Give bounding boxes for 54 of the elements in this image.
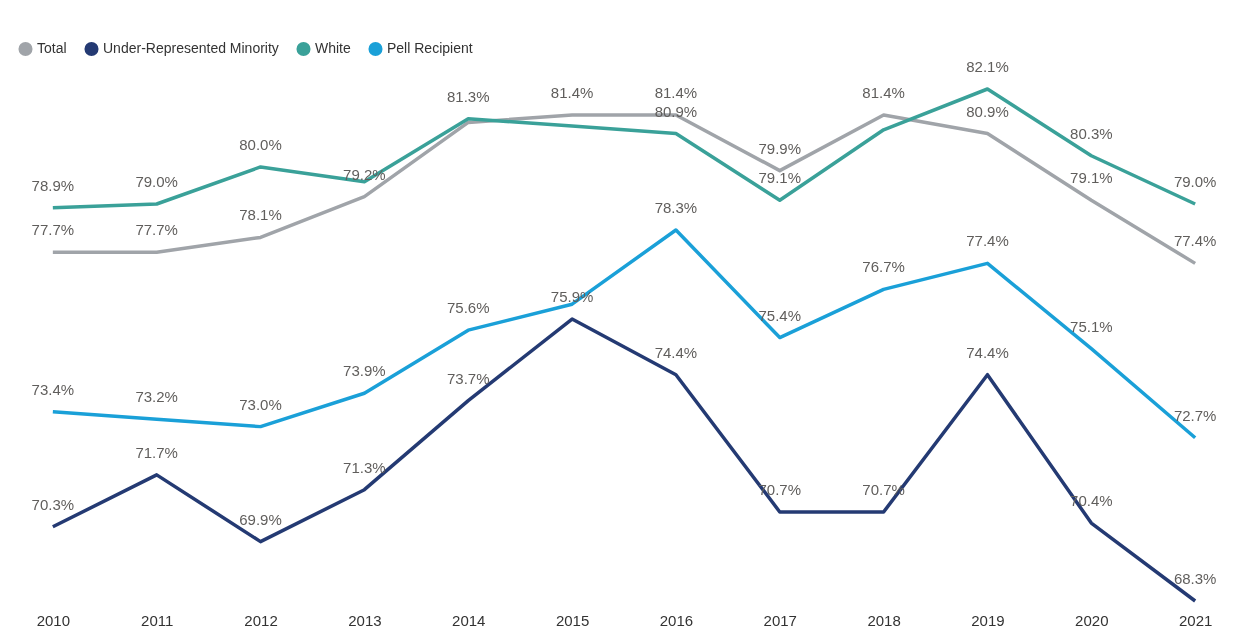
- data-label: 75.4%: [758, 306, 802, 324]
- data-label: 79.1%: [758, 169, 802, 187]
- data-label: 73.7%: [446, 369, 490, 387]
- data-label: 73.0%: [239, 395, 282, 413]
- data-label: 74.4%: [654, 343, 698, 361]
- data-label: 81.3%: [446, 87, 490, 105]
- legend-label: Pell Recipient: [387, 39, 473, 56]
- data-label: 82.1%: [966, 58, 1009, 75]
- data-label: 71.7%: [135, 443, 178, 461]
- x-tick-label: 2011: [141, 611, 174, 629]
- data-label: 80.9%: [966, 102, 1009, 120]
- x-tick-label: 2016: [659, 611, 694, 629]
- data-label: 73.2%: [135, 388, 178, 406]
- x-tick-label: 2015: [555, 611, 590, 629]
- data-label: 79.9%: [758, 139, 802, 157]
- x-tick-label: 2010: [36, 611, 71, 629]
- legend-label: Total: [37, 39, 67, 56]
- data-label: 77.4%: [1173, 232, 1217, 250]
- data-label: 77.7%: [135, 221, 178, 239]
- data-label: 69.9%: [239, 510, 282, 528]
- legend-label: Under-Represented Minority: [103, 39, 279, 56]
- data-label: 71.3%: [343, 458, 386, 476]
- data-label: 77.4%: [966, 232, 1009, 250]
- data-label: 79.1%: [1070, 169, 1113, 187]
- data-label: 79.0%: [1173, 173, 1217, 191]
- data-label: 80.9%: [654, 102, 698, 120]
- x-tick-label: 2013: [348, 611, 382, 629]
- data-label: 78.9%: [31, 176, 75, 194]
- data-label: 68.3%: [1173, 570, 1217, 587]
- data-label: 78.1%: [239, 206, 282, 224]
- x-tick-label: 2012: [244, 611, 278, 629]
- x-tick-label: 2018: [867, 611, 901, 629]
- data-label: 79.0%: [135, 173, 178, 191]
- data-label: 81.4%: [862, 83, 905, 101]
- x-tick-label: 2019: [971, 611, 1005, 629]
- data-label: 81.4%: [550, 83, 594, 101]
- data-label: 72.7%: [1173, 406, 1217, 424]
- data-label: 80.3%: [1070, 124, 1113, 142]
- data-label: 80.0%: [239, 135, 282, 153]
- x-tick-label: 2017: [763, 611, 797, 629]
- x-tick-label: 2021: [1178, 611, 1213, 629]
- data-label: 73.9%: [343, 362, 386, 380]
- legend-label: White: [315, 39, 351, 56]
- data-label: 81.4%: [654, 83, 698, 101]
- data-label: 75.6%: [446, 299, 490, 317]
- data-label: 74.4%: [966, 343, 1009, 361]
- data-label: 76.7%: [862, 258, 905, 276]
- x-tick-label: 2014: [452, 611, 486, 629]
- data-label: 75.1%: [1070, 317, 1113, 335]
- data-label: 73.4%: [31, 380, 75, 398]
- data-label: 70.3%: [31, 495, 75, 513]
- x-tick-label: 2020: [1075, 611, 1109, 629]
- data-label: 77.7%: [31, 221, 75, 239]
- data-label: 78.3%: [654, 198, 698, 216]
